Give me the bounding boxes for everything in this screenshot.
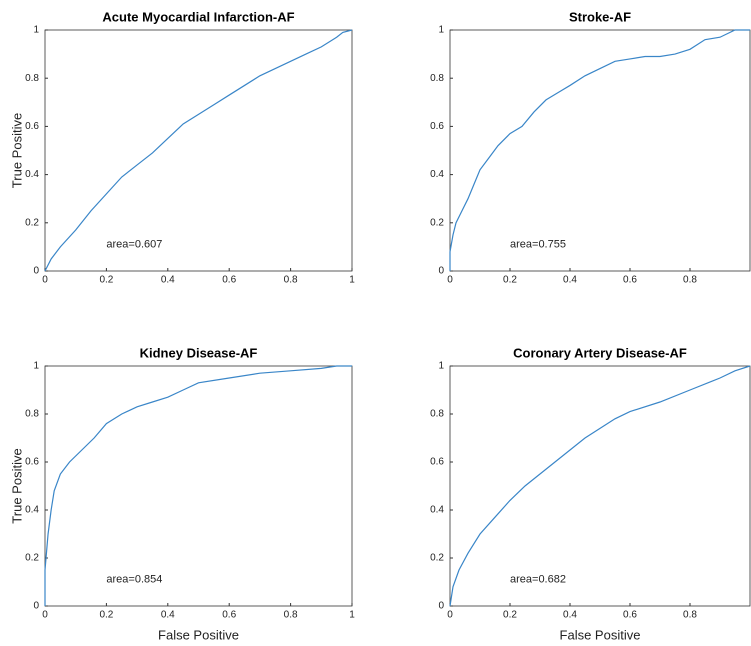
y-tick-label: 0 — [33, 601, 39, 612]
y-tick-label: 0.8 — [430, 73, 444, 84]
roc-curve — [449, 365, 751, 607]
y-tick-label: 0.6 — [25, 457, 39, 468]
x-tick-label: 0.4 — [563, 610, 577, 621]
y-tick-label: 0.2 — [25, 553, 39, 564]
x-tick-label: 0.4 — [563, 275, 577, 286]
area-annotation: area=0.854 — [106, 574, 162, 586]
area-annotation: area=0.682 — [510, 574, 566, 586]
x-tick-label: 0.6 — [222, 275, 236, 286]
x-tick-label: 0.4 — [161, 610, 175, 621]
y-tick-label: 0 — [438, 601, 444, 612]
y-tick-label: 0.8 — [25, 409, 39, 420]
area-annotation: area=0.607 — [106, 238, 162, 250]
roc-curve — [44, 365, 352, 606]
x-tick-label: 1 — [349, 610, 355, 621]
y-tick-label: 0 — [33, 266, 39, 277]
y-tick-label: 0.2 — [25, 217, 39, 228]
y-tick-label: 1 — [33, 25, 39, 36]
y-tick-label: 0.4 — [430, 505, 444, 516]
chart-title: Kidney Disease-AF — [140, 345, 258, 360]
y-tick-label: 0.2 — [430, 553, 444, 564]
roc-curve — [449, 29, 750, 271]
x-tick-label: 0 — [42, 275, 48, 286]
plot-area — [449, 29, 751, 272]
y-tick-label: 0.8 — [430, 409, 444, 420]
chart-title: Coronary Artery Disease-AF — [513, 345, 687, 360]
chart-title: Acute Myocardial Infarction-AF — [102, 9, 294, 24]
y-tick-label: 1 — [438, 361, 444, 372]
y-tick-label: 0.6 — [25, 121, 39, 132]
y-tick-label: 0.4 — [25, 169, 39, 180]
x-tick-label: 0.8 — [683, 610, 697, 621]
y-tick-label: 0.2 — [430, 217, 444, 228]
x-tick-label: 0.6 — [222, 610, 236, 621]
plot-area — [44, 29, 353, 272]
x-tick-label: 0.6 — [623, 275, 637, 286]
x-tick-label: 0.8 — [683, 275, 697, 286]
plot-area — [44, 365, 353, 607]
plot-area — [449, 365, 751, 607]
x-tick-label: 0.2 — [99, 610, 113, 621]
x-tick-label: 1 — [349, 275, 355, 286]
roc-curve — [44, 29, 353, 272]
y-tick-label: 0.6 — [430, 457, 444, 468]
x-tick-label: 0.8 — [284, 275, 298, 286]
y-tick-label: 0.4 — [25, 505, 39, 516]
y-tick-label: 1 — [33, 361, 39, 372]
x-tick-label: 0.2 — [503, 275, 517, 286]
y-tick-label: 1 — [438, 25, 444, 36]
y-tick-label: 0.6 — [430, 121, 444, 132]
x-tick-label: 0 — [42, 610, 48, 621]
x-tick-label: 0.8 — [284, 610, 298, 621]
x-tick-label: 0.6 — [623, 610, 637, 621]
x-tick-label: 0 — [447, 275, 453, 286]
x-tick-label: 0.2 — [503, 610, 517, 621]
y-axis-label: True Positive — [9, 448, 24, 523]
y-axis-label: True Positive — [9, 113, 24, 188]
x-axis-label: False Positive — [158, 627, 239, 642]
x-tick-label: 0 — [447, 610, 453, 621]
y-tick-label: 0 — [438, 266, 444, 277]
x-axis-label: False Positive — [560, 627, 641, 642]
y-tick-label: 0.8 — [25, 73, 39, 84]
chart-title: Stroke-AF — [569, 9, 631, 24]
x-tick-label: 0.4 — [161, 275, 175, 286]
y-tick-label: 0.4 — [430, 169, 444, 180]
area-annotation: area=0.755 — [510, 238, 566, 250]
x-tick-label: 0.2 — [99, 275, 113, 286]
